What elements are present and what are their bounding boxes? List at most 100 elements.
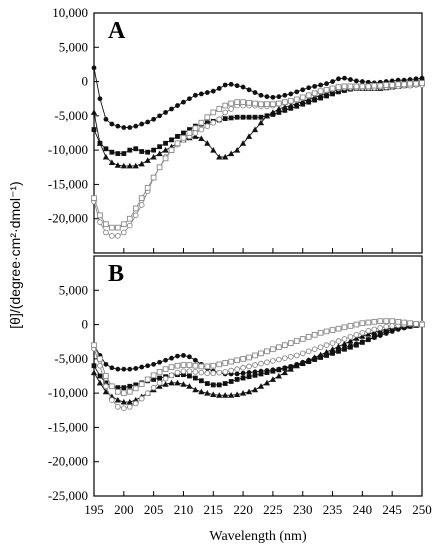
panel-b-series-5-point xyxy=(97,356,103,362)
panel-a-series-3-point xyxy=(257,119,265,126)
panel-a-series-1-point xyxy=(318,82,324,88)
panel-a-series-4-point xyxy=(216,116,223,123)
panel-b-series-1-point xyxy=(121,366,127,372)
panel-a-series-1-point xyxy=(294,89,300,95)
panel-b-series-4-point xyxy=(335,338,342,344)
panel-b-series-5-point xyxy=(419,321,425,328)
panel-a-series-5-point xyxy=(365,83,372,90)
panel-b-series-2-point xyxy=(121,385,127,391)
panel-a-series-5-point xyxy=(234,99,240,105)
panel-b-series-5-point xyxy=(168,364,175,370)
panel-b-series-3-point xyxy=(162,381,169,387)
panel-b-ytick-label: -20,000 xyxy=(48,454,88,469)
panel-b-series-3-point xyxy=(305,357,312,363)
panel-b-series-2-point xyxy=(264,370,270,375)
panel-b-ytick-label: -5,000 xyxy=(54,351,88,366)
panel-a-series-5-point xyxy=(91,195,97,201)
panel-b-series-5-point xyxy=(222,360,229,366)
panel-a-series-1-point xyxy=(103,116,109,122)
panel-b-series-3-point xyxy=(210,391,217,398)
panel-b-series-1-point xyxy=(234,371,240,377)
panel-a-series-3-point xyxy=(144,157,151,163)
panel-b-series-2-point xyxy=(181,372,186,378)
panel-a: A 10,000 5,000 0 -5,000 -10,000 -15,000 -20,00… xyxy=(48,5,426,254)
panel-b-series-5-point xyxy=(389,318,396,324)
panel-a-series-1-point xyxy=(336,76,341,82)
panel-a-series-5-point xyxy=(109,224,115,231)
panel-b-series-5-point xyxy=(186,362,193,368)
panel-b-series-4-point xyxy=(389,323,396,329)
panel-b-series-4-point xyxy=(305,348,312,355)
panel-a-series-5-point xyxy=(210,109,217,116)
x-tick-label: 230 xyxy=(293,502,313,517)
panel-a-series-5-point xyxy=(144,185,151,191)
panel-b-series-4-point xyxy=(222,369,229,375)
panel-b-series-4-point xyxy=(365,327,372,334)
panel-a-series-1-point xyxy=(324,81,329,87)
panel-a-series-3-point xyxy=(138,160,145,167)
panel-b-series-5-point xyxy=(115,388,121,395)
panel-b-series-4-point xyxy=(347,334,354,340)
panel-a-series-2-point xyxy=(324,93,329,99)
panel-b-series-5-point xyxy=(228,358,235,365)
panel-b-frame xyxy=(93,255,423,497)
panel-a-ytick-label: 5,000 xyxy=(59,39,88,54)
panel-a-series-5-point xyxy=(240,99,246,105)
panel-a-series-4-point xyxy=(115,233,121,239)
panel-a-series-1-point xyxy=(97,96,103,102)
panel-b-series-4 xyxy=(91,320,425,412)
panel-b-series-5-point xyxy=(287,340,294,346)
panel-b-series-3-point xyxy=(353,335,360,341)
panel-a-series-2-point xyxy=(228,115,234,121)
panel-a-series-3-point xyxy=(90,109,98,115)
panel-a-series-5-point xyxy=(204,114,211,121)
panel-a-series-2-point xyxy=(222,116,228,121)
panel-a-ytick-label: -20,000 xyxy=(48,211,88,226)
panel-b-series-3-point xyxy=(365,331,372,337)
panel-b-series-4-point xyxy=(264,359,270,366)
panel-a-series-1-point xyxy=(157,113,163,119)
panel-b-series-5-point xyxy=(341,324,348,331)
panel-b-series-4-point xyxy=(329,340,336,346)
panel-b-series-4-point xyxy=(299,350,306,357)
panel-b-series-1-point xyxy=(187,354,192,360)
panel-b-series-3-point xyxy=(257,383,265,389)
panel-b-series-3-point xyxy=(269,376,277,382)
panel-a-series-1-point xyxy=(354,78,359,84)
panel-b-series-5-point xyxy=(335,325,342,332)
x-tick-label: 240 xyxy=(353,502,373,517)
panel-a-series-5-point xyxy=(174,140,181,147)
panel-b-series-5-point xyxy=(407,320,413,327)
panel-a-series-5-point xyxy=(138,195,145,201)
panel-a-series-1-point xyxy=(359,79,365,84)
panel-b: B 5,000 0 -5,000 -10,000 -15,000 -20,000 -25,0… xyxy=(48,255,426,503)
panel-a-series-2-point xyxy=(187,127,192,132)
panel-b-series-2-point xyxy=(371,334,377,340)
panel-b-series-5-point xyxy=(103,373,109,379)
panel-b-series-3-point xyxy=(293,362,300,369)
panel-b-series-5-point xyxy=(365,319,372,326)
panel-b-series-3-point xyxy=(341,340,348,347)
panel-a-series-5-point xyxy=(299,94,306,101)
panel-a-series-5-point xyxy=(347,83,354,90)
panel-a-series-1-point xyxy=(127,125,133,130)
panel-a-series-2-line xyxy=(93,80,423,155)
panel-a-series-5-point xyxy=(120,221,127,228)
panel-a-series-5-point xyxy=(413,80,419,87)
panel-b-series-5-point xyxy=(156,369,163,375)
panel-b-series-1-point xyxy=(145,363,151,369)
panel-a-series-4-point xyxy=(103,229,109,236)
panel-b-series-3-point xyxy=(198,388,205,395)
panel-b-series-4-point xyxy=(198,369,205,376)
panel-b-series-5-point xyxy=(311,332,318,338)
panel-a-series-1-point xyxy=(133,123,139,129)
panel-a-series-4-point xyxy=(120,229,127,236)
panel-b-series-3-point xyxy=(263,379,271,386)
panel-b-series-5-point xyxy=(210,362,217,369)
panel-b-series-5-point xyxy=(395,318,401,325)
panel-b-series-2-point xyxy=(318,355,324,360)
panel-b-series-5-point xyxy=(347,323,354,329)
panel-a-series-1-point xyxy=(181,99,186,105)
panel-b-series-2-point xyxy=(282,366,288,371)
panel-b-series-2-point xyxy=(276,367,282,373)
